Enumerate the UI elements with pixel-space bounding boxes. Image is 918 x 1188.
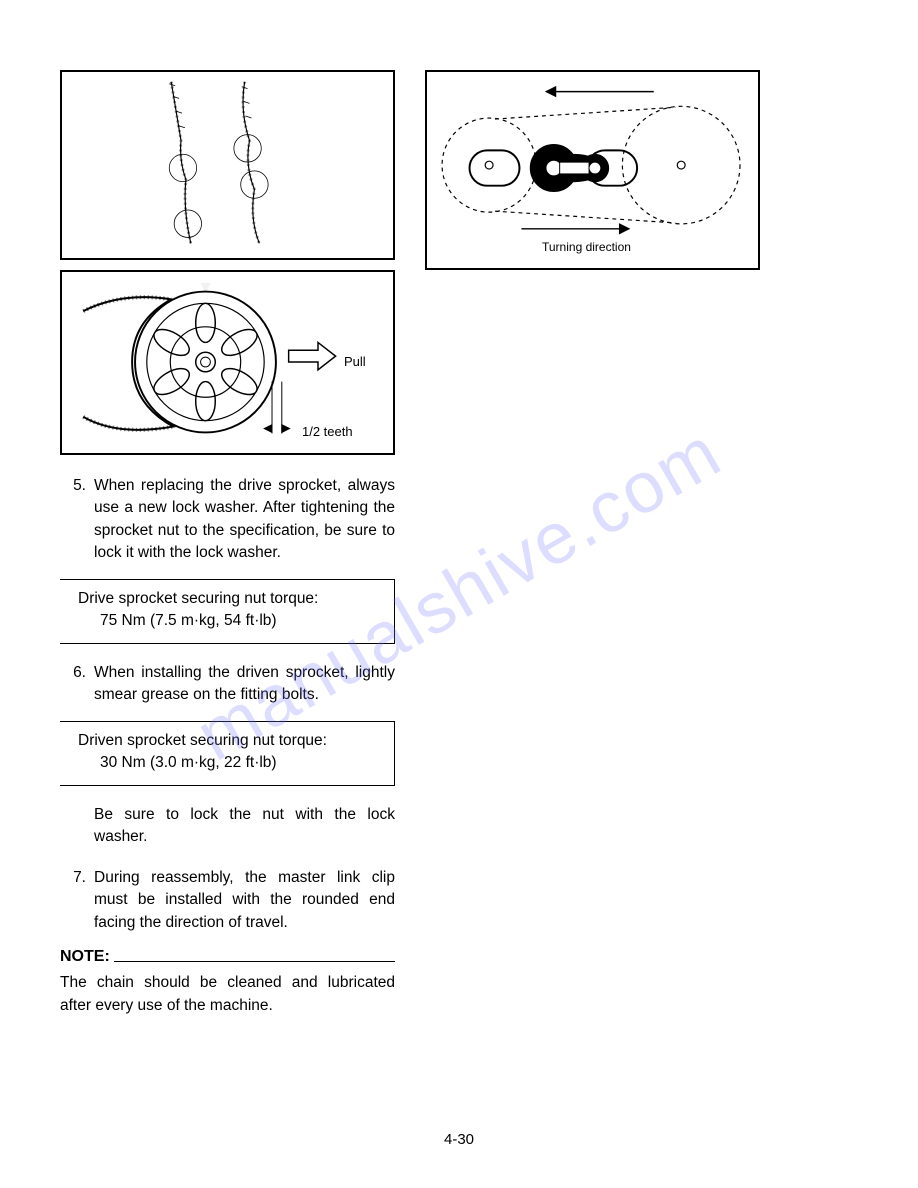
spec-drive-sprocket: Drive sprocket securing nut torque: 75 N… bbox=[60, 579, 395, 644]
figure-sprocket-wear: Pull 1/2 teeth bbox=[60, 270, 395, 455]
label-pull: Pull bbox=[344, 354, 366, 369]
step-number: 6. bbox=[60, 662, 94, 707]
manual-page: manualshive.com bbox=[0, 0, 918, 1188]
spec-value: 30 Nm (3.0 m·kg, 22 ft·lb) bbox=[78, 752, 380, 774]
note-heading-row: NOTE: bbox=[60, 948, 395, 966]
right-column: Turning direction bbox=[425, 70, 760, 1017]
step-text: When replacing the drive sprocket, alway… bbox=[94, 475, 395, 565]
spec-driven-sprocket: Driven sprocket securing nut torque: 30 … bbox=[60, 721, 395, 786]
step-5: 5. When replacing the drive sprocket, al… bbox=[60, 475, 395, 565]
spec-title: Drive sprocket securing nut torque: bbox=[78, 588, 380, 610]
note-rule bbox=[114, 961, 395, 962]
note-heading: NOTE: bbox=[60, 948, 110, 966]
chain-kink-illustration bbox=[62, 72, 393, 258]
spec-title: Driven sprocket securing nut torque: bbox=[78, 730, 380, 752]
step-6-continued: Be sure to lock the nut with the lock wa… bbox=[94, 804, 395, 849]
page-number: 4-30 bbox=[0, 1131, 918, 1148]
note-body: The chain should be cleaned and lubricat… bbox=[60, 972, 395, 1017]
step-6: 6. When installing the driven sprocket, … bbox=[60, 662, 395, 707]
step-7: 7. During reassembly, the master link cl… bbox=[60, 867, 395, 934]
step-text: When installing the driven sprocket, lig… bbox=[94, 662, 395, 707]
master-link-illustration bbox=[427, 72, 758, 268]
step-text: During reassembly, the master link clip … bbox=[94, 867, 395, 934]
step-number: 7. bbox=[60, 867, 94, 934]
step-number: 5. bbox=[60, 475, 94, 565]
left-column: Pull 1/2 teeth 5. When replacing the dri… bbox=[60, 70, 395, 1017]
spec-value: 75 Nm (7.5 m·kg, 54 ft·lb) bbox=[78, 610, 380, 632]
figure-chain-kinks bbox=[60, 70, 395, 260]
two-column-layout: Pull 1/2 teeth 5. When replacing the dri… bbox=[60, 70, 858, 1017]
label-half-teeth: 1/2 teeth bbox=[302, 424, 353, 439]
figure-master-link: Turning direction bbox=[425, 70, 760, 270]
label-turning-direction: Turning direction bbox=[542, 240, 631, 254]
